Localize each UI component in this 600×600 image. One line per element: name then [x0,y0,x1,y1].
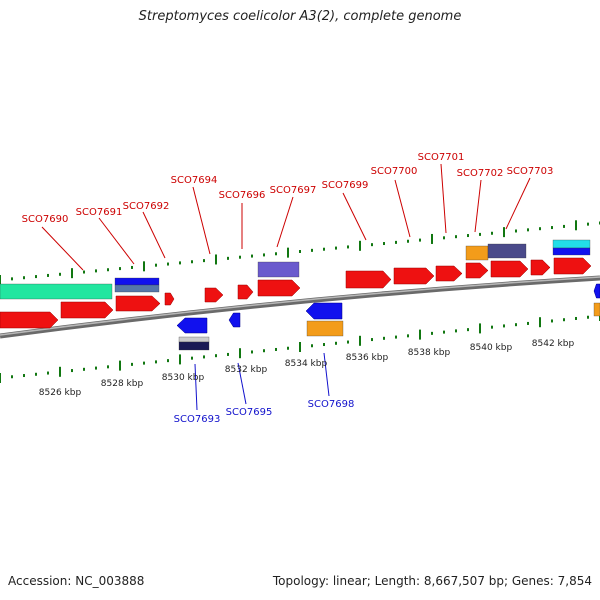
cds-arrow-forward[interactable] [60,301,114,319]
feature-block-grey[interactable] [178,336,210,343]
gene-label-reverse[interactable]: SCO7695 [226,407,273,418]
gene-label-forward[interactable]: SCO7702 [457,168,504,179]
callout-line-forward [505,177,531,230]
cds-arrow-forward[interactable] [435,265,463,282]
cds-arrow-reverse[interactable] [176,317,208,334]
feature-block-slate[interactable] [487,243,527,259]
cds-arrow-forward[interactable] [393,267,435,285]
ruler-label: 8526 kbp [39,388,82,398]
callout-line-forward [192,186,211,255]
feature-block-navy[interactable] [178,341,210,351]
cds-arrow-forward[interactable] [465,262,489,279]
gene-label-forward[interactable]: SCO7697 [270,185,317,196]
cds-arrow-reverse[interactable] [228,312,241,328]
ruler-label: 8528 kbp [101,379,144,389]
callout-line-forward [394,179,411,238]
label-callouts [41,163,531,411]
ruler-label: 8532 kbp [225,365,268,375]
genome-backbone [0,275,600,339]
callout-line-forward [440,163,447,234]
accession-text: Accession: NC_003888 [8,574,145,588]
gene-label-forward[interactable]: SCO7701 [418,152,465,163]
cds-arrow-forward[interactable] [553,257,592,275]
feature-block-purple[interactable] [257,261,300,278]
feature-block-orange[interactable] [306,320,344,337]
callout-line-forward [276,196,294,248]
feature-block-orange[interactable] [593,302,600,317]
map-title: Streptomyces coelicolor A3(2), complete … [138,9,462,24]
cds-arrow-forward[interactable] [115,295,161,312]
cds-arrow-forward[interactable] [164,292,175,306]
ruler-label: 8536 kbp [346,353,389,363]
ruler-labels: 8526 kbp 8528 kbp 8530 kbp 8532 kbp 8534 kbp… [39,339,575,398]
callout-line-forward [342,192,367,241]
genome-summary-text: Topology: linear; Length: 8,667,507 bp; … [272,574,592,588]
forward-ruler-ticks [0,220,600,285]
ruler-label: 8534 kbp [285,359,328,369]
callout-line-forward [41,226,84,271]
callout-line-reverse [323,352,330,397]
feature-block-steel[interactable] [114,284,160,293]
ruler-label: 8530 kbp [162,373,205,383]
gene-label-forward[interactable]: SCO7700 [371,166,418,177]
feature-block-orange[interactable] [465,245,489,261]
feature-block-cyan[interactable] [552,239,591,249]
cds-arrow-reverse[interactable] [305,302,343,320]
callout-line-reverse [237,362,247,405]
callout-line-reverse [194,363,198,411]
cds-arrow-forward[interactable] [237,284,254,300]
gene-label-reverse[interactable]: SCO7693 [174,414,221,425]
feature-track [0,239,600,351]
feature-block-teal[interactable] [0,283,113,300]
cds-arrow-forward[interactable] [490,260,529,278]
gene-label-forward[interactable]: SCO7696 [219,190,266,201]
callout-line-forward [474,179,482,233]
gene-label-forward[interactable]: SCO7703 [507,166,554,177]
cds-arrow-forward[interactable] [204,287,224,303]
genome-backbone-highlight [0,276,600,336]
callout-line-forward [98,217,135,265]
cds-arrow-reverse[interactable] [593,283,600,299]
ruler-label: 8542 kbp [532,339,575,349]
gene-label-forward[interactable]: SCO7690 [22,214,69,225]
gene-label-reverse[interactable]: SCO7698 [308,399,355,410]
callout-line-forward [142,211,166,259]
cds-arrow-forward[interactable] [530,259,551,276]
gene-label-forward[interactable]: SCO7699 [322,180,369,191]
feature-block-blue[interactable] [552,247,591,256]
ruler-label: 8540 kbp [470,343,513,353]
gene-label-forward[interactable]: SCO7694 [171,175,218,186]
cds-arrow-forward[interactable] [257,279,301,297]
ruler-label: 8538 kbp [408,348,451,358]
reverse-ruler-ticks [0,311,600,383]
cds-arrow-forward[interactable] [0,311,59,329]
cds-arrow-forward[interactable] [345,270,392,289]
gene-label-forward[interactable]: SCO7692 [123,201,170,212]
gene-label-forward[interactable]: SCO7691 [76,207,123,218]
feature-block-blue[interactable] [114,277,160,286]
